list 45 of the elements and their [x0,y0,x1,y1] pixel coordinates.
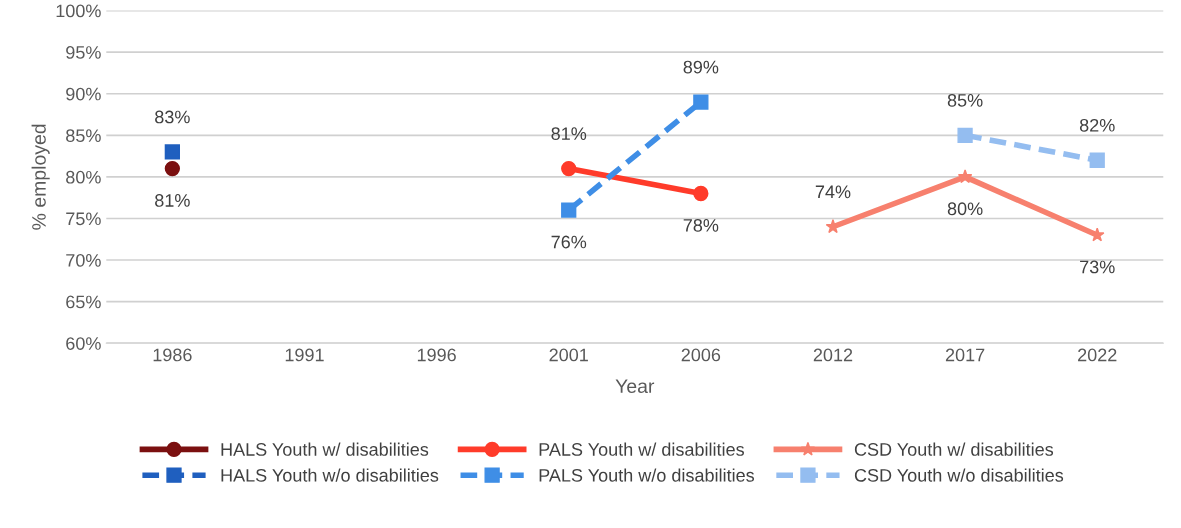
y-tick-label: 90% [66,87,101,101]
y-tick-label: 100% [56,4,101,18]
data-label: 89% [683,60,719,74]
data-label: 81% [155,194,190,207]
point [693,185,709,202]
x-axis-title: Year [615,379,655,394]
y-tick-label: 85% [66,129,101,143]
data-label: 83% [155,110,190,124]
legend-label: CSD Youth w/ disabilities [854,442,1054,456]
legend-label: CSD Youth w/o disabilities [854,468,1064,482]
data-label: 74% [815,185,851,199]
legend-label: PALS Youth w/ disabilities [539,442,744,456]
point [561,160,577,177]
y-tick-label: 70% [66,253,101,267]
point [693,94,709,110]
data-label: 82% [1079,118,1115,132]
point [1089,152,1105,168]
data-label: 80% [947,202,983,216]
data-label: 81% [551,127,587,140]
x-tick-label: 2006 [681,348,721,362]
data-label: 85% [947,93,983,107]
y-tick-label: 75% [66,212,101,226]
point [957,127,973,143]
data-label: 76% [551,235,587,249]
x-tick-label: 1996 [417,348,456,362]
y-tick-label: 95% [66,46,101,59]
x-tick-label: 2022 [1078,348,1117,362]
x-tick-label: 2012 [813,348,853,362]
data-label: 73% [1080,260,1115,274]
y-axis-title: % employed [31,124,50,230]
legend-label: HALS Youth w/ disabilities [221,442,429,456]
x-tick-label: 2017 [945,348,985,362]
legend-label: HALS Youth w/o disabilities [221,468,439,482]
point [561,202,577,218]
y-tick-label: 80% [66,170,101,184]
point [164,144,180,160]
y-tick-label: 60% [66,337,101,350]
x-tick-label: 1986 [153,348,192,362]
x-tick-label: 1991 [285,348,324,362]
y-tick-label: 65% [66,295,101,309]
x-tick-label: 2001 [549,348,588,362]
data-label: 78% [683,218,719,232]
legend-label: PALS Youth w/o disabilities [539,468,755,482]
point [957,169,973,184]
point [164,160,180,177]
